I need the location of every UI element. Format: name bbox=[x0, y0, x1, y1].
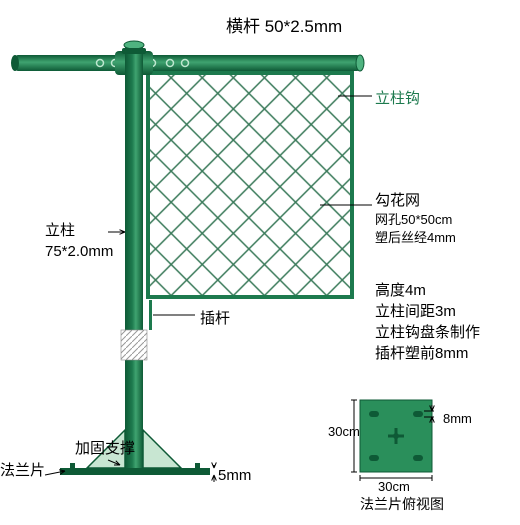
label-post-spec: 75*2.0mm bbox=[45, 241, 113, 262]
label-chain-mesh-title: 勾花网 bbox=[375, 190, 456, 211]
label-flange-title: 法兰片俯视图 bbox=[360, 495, 444, 515]
label-reinforce: 加固支撑 bbox=[75, 438, 135, 459]
label-post: 立柱 75*2.0mm bbox=[45, 220, 113, 262]
label-specs-block: 高度4m 立柱间距3m 立柱钩盘条制作 插杆塑前8mm bbox=[375, 280, 480, 364]
label-horizontal-bar: 横杆 50*2.5mm bbox=[226, 15, 342, 39]
label-post-spacing: 立柱间距3m bbox=[375, 301, 480, 322]
label-post-title: 立柱 bbox=[45, 220, 113, 241]
label-base-thickness: 5mm bbox=[218, 465, 251, 486]
label-flange-bolt: 8mm bbox=[443, 410, 472, 428]
label-hook-make: 立柱钩盘条制作 bbox=[375, 322, 480, 343]
label-flange-h: 30cm bbox=[328, 423, 360, 441]
label-flange-piece: 法兰片 bbox=[0, 460, 45, 481]
label-flange-w: 30cm bbox=[378, 478, 410, 496]
label-post-hook: 立柱钩 bbox=[375, 88, 420, 109]
label-insert-rod: 插杆 bbox=[200, 308, 230, 329]
label-chain-mesh-aperture: 网孔50*50cm bbox=[375, 211, 456, 229]
label-chain-mesh: 勾花网 网孔50*50cm 塑后丝经4mm bbox=[375, 190, 456, 247]
label-insert-spec: 插杆塑前8mm bbox=[375, 343, 480, 364]
label-height: 高度4m bbox=[375, 280, 480, 301]
label-chain-mesh-wire: 塑后丝经4mm bbox=[375, 229, 456, 247]
